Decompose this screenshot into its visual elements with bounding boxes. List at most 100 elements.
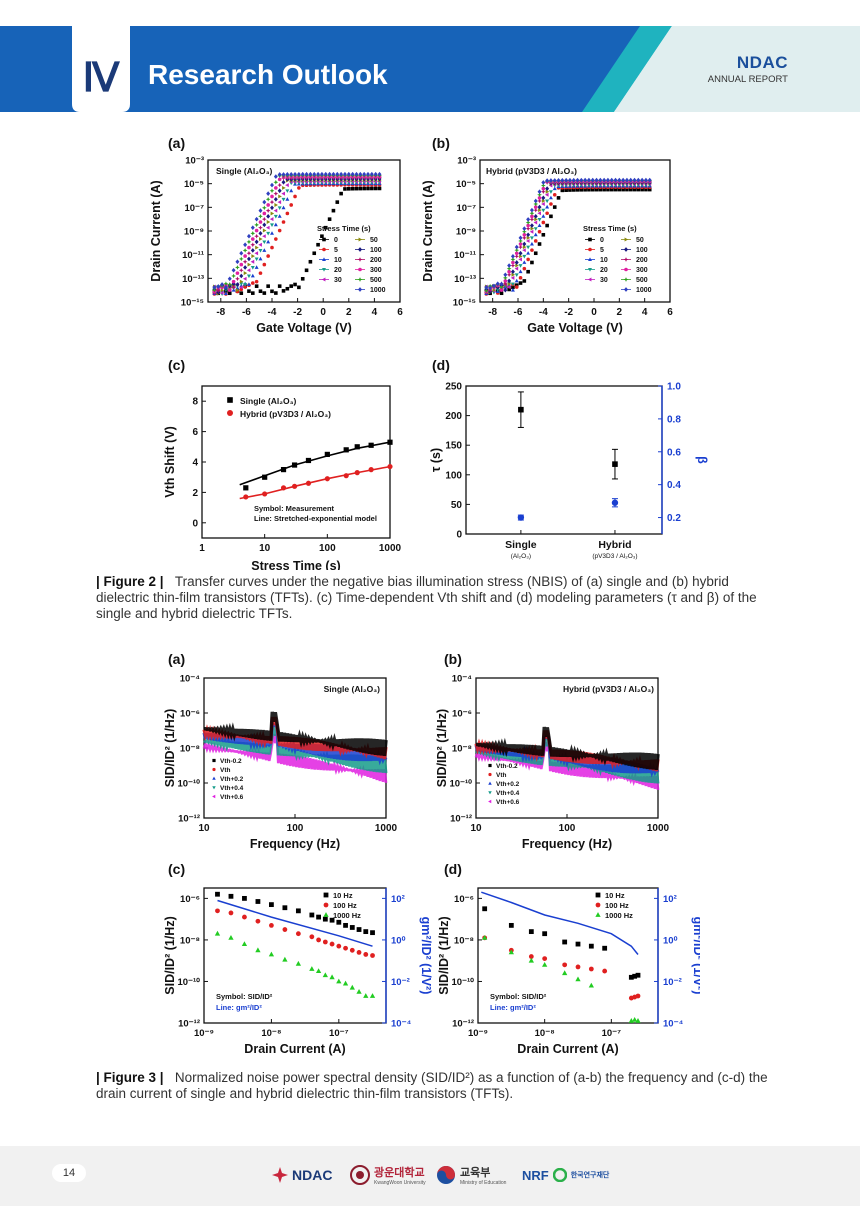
data-point (336, 919, 342, 925)
data-point (309, 934, 315, 940)
data-point (537, 204, 542, 210)
data-point (250, 259, 255, 264)
data-point (270, 231, 274, 235)
data-point (491, 283, 496, 289)
data-point (548, 190, 553, 194)
data-point (247, 245, 251, 250)
data-point (571, 188, 576, 192)
data-point (540, 189, 546, 195)
data-point (528, 929, 534, 935)
x-tick-label: 10⁻⁸ (261, 1028, 281, 1039)
data-point (518, 242, 523, 246)
data-point (322, 916, 328, 922)
legend-label: 10 (600, 257, 608, 264)
data-point (533, 198, 538, 204)
data-point (522, 279, 527, 283)
data-point (343, 447, 349, 453)
data-point (549, 202, 553, 206)
data-point (514, 247, 520, 253)
data-point (521, 235, 527, 241)
y-axis-label: β (695, 456, 709, 464)
legend-label: Vth+0.2 (496, 781, 520, 788)
figure-3: 10 100 1000 10⁻⁴ 10⁻⁶ 10⁻⁸ 10⁻¹⁰ 10⁻¹² Frequency… (160, 648, 700, 1058)
y-tick-label: 10⁻⁸ (452, 744, 472, 755)
y-tick-label: 10⁻⁵ (184, 179, 204, 190)
legend-label: 1000 (636, 287, 652, 294)
x-tick-label: 0 (320, 307, 326, 318)
data-point (525, 238, 530, 243)
gm-line (481, 891, 639, 955)
taegeuk-icon (437, 1166, 455, 1184)
x-tick-label: 4 (642, 307, 648, 318)
data-point (522, 254, 527, 259)
data-point (277, 206, 282, 210)
data-point (349, 984, 355, 990)
data-point (285, 211, 290, 216)
data-point (609, 177, 614, 183)
y-tick-label: 10⁻³ (457, 156, 476, 167)
y-tick-label: 10⁻¹⁵ (181, 298, 204, 309)
data-point (346, 171, 351, 177)
data-point (518, 238, 523, 244)
data-point (329, 941, 335, 947)
data-point (575, 941, 581, 947)
data-point (510, 257, 516, 262)
figure-3-label: | Figure 3 | (96, 1070, 164, 1085)
data-point (266, 231, 271, 236)
y-tick-label: 0.4 (667, 480, 681, 491)
data-point (261, 216, 267, 222)
data-point (503, 287, 508, 293)
data-point (238, 256, 244, 262)
data-point (628, 974, 634, 980)
x-tick-label: -8 (488, 307, 497, 318)
data-point (528, 957, 534, 963)
legend-marker (588, 268, 592, 272)
data-point (370, 953, 375, 958)
x-tick-label: 0 (591, 307, 597, 318)
data-point (273, 191, 279, 196)
data-point (281, 179, 286, 185)
data-point (319, 171, 324, 177)
data-point (277, 188, 282, 194)
x-tick-label: 10⁻⁷ (329, 1028, 349, 1039)
data-point (329, 917, 335, 923)
data-point (518, 257, 522, 262)
figure-2-caption-text: Transfer curves under the negative bias … (96, 574, 757, 621)
data-point (258, 208, 263, 213)
data-point (258, 220, 263, 224)
data-point (522, 248, 526, 253)
x-tick-label: -6 (242, 307, 251, 318)
note-symbol: Symbol: SID/ID² (216, 992, 273, 1001)
legend-marker (624, 287, 628, 292)
data-point (529, 236, 534, 241)
legend-label: 200 (636, 257, 648, 264)
data-point (323, 171, 328, 177)
data-point (533, 213, 538, 219)
vth-shift-panel: 1 10 100 1000 0 2 4 6 8 Stress Time (s) Vth Shift … (163, 385, 402, 570)
data-point (266, 220, 271, 224)
kwangwoon-logo: 광운대학교 KwangWoon University (350, 1160, 426, 1190)
y-tick-label: 150 (445, 441, 462, 452)
data-point (562, 939, 568, 945)
y-tick-label: 10⁻¹⁰ (449, 779, 472, 790)
data-point (594, 187, 599, 192)
data-point (269, 902, 274, 908)
y-tick-label: 10⁻⁷ (456, 203, 476, 214)
data-point (282, 956, 288, 962)
x-tick-label: 4 (372, 307, 378, 318)
legend-label: 50 (370, 237, 378, 244)
data-point (322, 939, 328, 945)
data-point (562, 962, 568, 968)
data-point (488, 285, 493, 291)
x-tick-label: 100 (559, 823, 576, 834)
legend-label: 30 (334, 277, 342, 284)
figure-3-canvas: 10 100 1000 10⁻⁴ 10⁻⁶ 10⁻⁸ 10⁻¹⁰ 10⁻¹² Frequency… (163, 651, 700, 1056)
y-tick-label: 10⁻¹¹ (182, 250, 204, 261)
x-tick-label: 10⁻⁹ (194, 1028, 214, 1039)
data-point (526, 269, 530, 274)
legend-label: 10 Hz (333, 891, 353, 900)
data-point (265, 196, 271, 202)
note-line: Line: gm²/ID² (216, 1003, 262, 1012)
y-tick-label: 10² (391, 894, 405, 905)
y-tick-label: 10⁻⁶ (454, 894, 474, 905)
